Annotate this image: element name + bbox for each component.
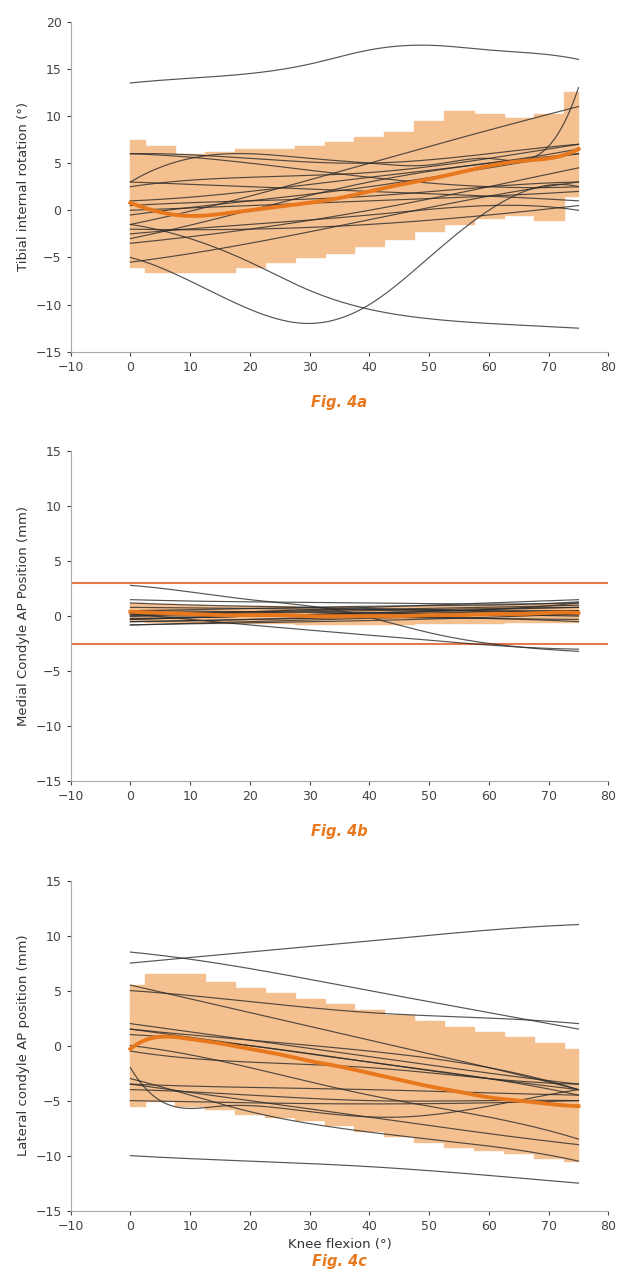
Text: Fig. 4a: Fig. 4a	[311, 394, 368, 410]
Y-axis label: Tibial internal rotation (°): Tibial internal rotation (°)	[16, 102, 30, 271]
Y-axis label: Lateral condyle AP position (mm): Lateral condyle AP position (mm)	[16, 934, 30, 1156]
Text: Fig. 4b: Fig. 4b	[311, 824, 368, 840]
Y-axis label: Medial Condyle AP Position (mm): Medial Condyle AP Position (mm)	[16, 506, 30, 726]
X-axis label: Knee flexion (°): Knee flexion (°)	[287, 1238, 391, 1252]
Text: Fig. 4c: Fig. 4c	[312, 1253, 367, 1268]
